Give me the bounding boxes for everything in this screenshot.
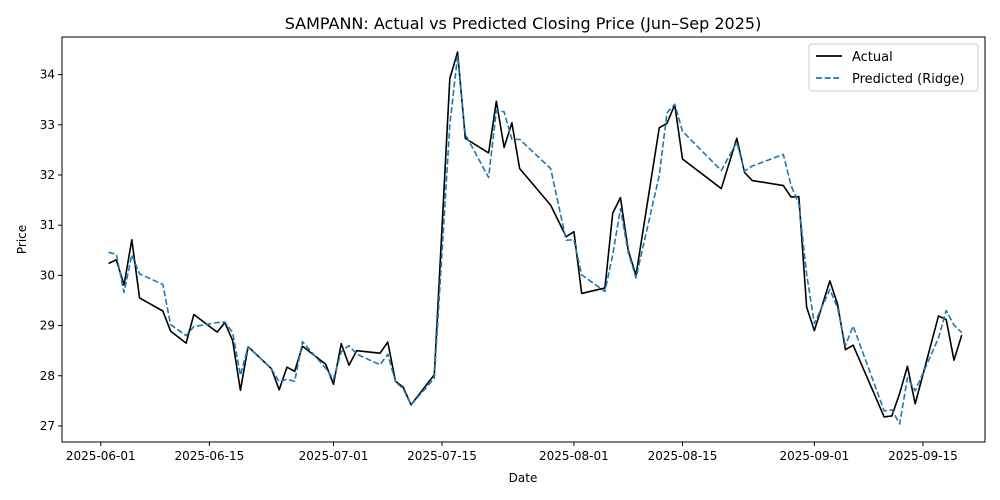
y-axis-label: Price (15, 225, 29, 254)
x-axis-label: Date (509, 471, 538, 485)
y-tick-label: 33 (40, 118, 55, 132)
plot-area: 2025-06-01 2025-06-15 2025-07-01 2025-07-15… (40, 51, 963, 463)
y-tick-label: 31 (40, 218, 55, 232)
y-tick-label: 30 (40, 268, 55, 282)
x-tick-label: 2025-06-01 (66, 449, 136, 463)
y-tick-label: 27 (40, 419, 55, 433)
x-tick-label: 2025-09-15 (888, 449, 958, 463)
y-tick-label: 29 (40, 319, 55, 333)
x-tick-label: 2025-07-01 (299, 449, 369, 463)
y-tick-label: 34 (40, 68, 55, 82)
y-tick-label: 28 (40, 369, 55, 383)
y-tick-label: 32 (40, 168, 55, 182)
x-tick-label: 2025-06-15 (174, 449, 244, 463)
legend-label-actual: Actual (852, 50, 893, 65)
legend-box (808, 43, 979, 92)
plot-frame (61, 36, 986, 443)
series-line-actual (108, 51, 963, 418)
x-tick-label: 2025-09-01 (779, 449, 849, 463)
x-tick-label: 2025-07-15 (407, 449, 477, 463)
x-tick-label: 2025-08-01 (539, 449, 609, 463)
legend: Actual Predicted (Ridge) (808, 43, 979, 92)
legend-label-predicted: Predicted (Ridge) (852, 72, 964, 87)
x-tick-label: 2025-08-15 (648, 449, 718, 463)
chart-title: SAMPANN: Actual vs Predicted Closing Pri… (285, 14, 762, 33)
series-line-predicted (108, 55, 963, 425)
